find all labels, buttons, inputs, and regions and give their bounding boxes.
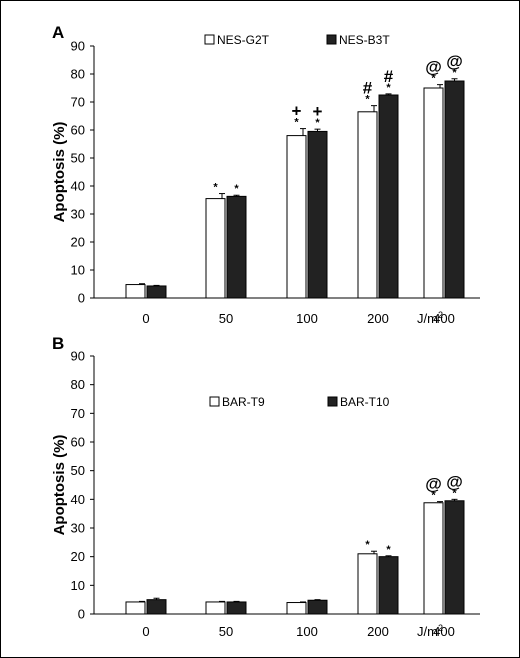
pb-y-tick-label: 70 (71, 406, 85, 421)
pa-x-unit-exponent: 2 (438, 310, 443, 320)
pa-significance-star: * (431, 73, 436, 85)
pb-bar-bar-t9 (286, 602, 307, 615)
pb-x-unit-label: J/m2 (417, 623, 443, 639)
pb-y-axis-label: Apoptosis (%) (51, 435, 68, 536)
pa-bar-nes-b3t (378, 94, 399, 299)
pa-y-tick-label: 80 (71, 67, 85, 82)
pa-significance-symbol: + (313, 102, 323, 121)
pa-significance-star: * (213, 182, 218, 194)
pb-legend-label: BAR-T10 (340, 395, 390, 409)
pb-y-tick-label: 30 (71, 521, 85, 536)
pa-significance-star: * (294, 117, 299, 129)
pa-significance-symbol: + (292, 102, 302, 121)
pa-legend-label: NES-G2T (217, 33, 270, 47)
pa-bar-nes-g2t (205, 198, 226, 299)
pb-bar-bar-t9 (357, 553, 378, 615)
pb-y-tick-label: 50 (71, 463, 85, 478)
pb-x-tick-label: 100 (296, 624, 318, 639)
pa-bar-nes-g2t (125, 284, 146, 299)
pa-y-tick-label: 50 (71, 151, 85, 166)
pb-y-tick-label: 20 (71, 549, 85, 564)
pb-significance-symbol: @ (446, 472, 463, 491)
pb-x-tick-label: 400 (433, 624, 455, 639)
pa-legend-label: NES-B3T (339, 33, 390, 47)
pa-y-tick-label: 20 (71, 235, 85, 250)
pb-bar-bar-t9 (125, 601, 146, 615)
pa-y-axis-label: Apoptosis (%) (51, 122, 68, 223)
pb-y-tick-label: 80 (71, 377, 85, 392)
pa-legend-swatch (204, 34, 215, 45)
pb-panel-letter: B (52, 334, 64, 353)
pa-significance-star: * (386, 82, 391, 94)
pa-bar-nes-b3t (307, 130, 328, 299)
pa-panel-letter: A (52, 23, 64, 42)
pa-bar-nes-g2t (423, 87, 444, 299)
pa-significance-star: * (234, 183, 239, 195)
pa-x-tick-label: 100 (296, 311, 318, 326)
pb-y-tick-label: 0 (78, 607, 85, 622)
pa-y-tick-label: 10 (71, 263, 85, 278)
pb-y-tick-label: 90 (71, 349, 85, 364)
pa-bar-nes-g2t (286, 135, 307, 299)
pa-significance-star: * (365, 94, 370, 106)
pb-significance-symbol: @ (425, 475, 442, 494)
pa-significance-symbol: @ (425, 58, 442, 77)
pb-significance-star: * (431, 490, 436, 502)
pa-y-tick-label: 40 (71, 179, 85, 194)
pb-x-tick-label: 50 (219, 624, 233, 639)
pa-x-tick-label: 200 (367, 311, 389, 326)
pa-y-tick-label: 90 (71, 39, 85, 54)
pb-bar-bar-t10 (444, 500, 465, 615)
pb-x-tick-label: 200 (367, 624, 389, 639)
pb-legend-label: BAR-T9 (222, 395, 265, 409)
pb-y-tick-label: 60 (71, 435, 85, 450)
pa-bar-nes-g2t (357, 111, 378, 299)
pb-bar-bar-t10 (307, 599, 328, 615)
pa-x-tick-label: 50 (219, 311, 233, 326)
pb-y-tick-label: 10 (71, 578, 85, 593)
pa-bar-nes-b3t (444, 80, 465, 299)
pa-significance-symbol: @ (446, 52, 463, 71)
pa-y-tick-label: 30 (71, 207, 85, 222)
pb-significance-star: * (386, 544, 391, 556)
pa-significance-star: * (452, 67, 457, 79)
pb-bar-bar-t10 (146, 599, 167, 615)
pb-legend-swatch (327, 396, 338, 407)
pa-bar-nes-b3t (226, 195, 247, 299)
pa-significance-star: * (315, 117, 320, 129)
pa-bar-nes-b3t (146, 285, 167, 299)
pb-bar-bar-t10 (378, 556, 399, 615)
pa-y-tick-label: 60 (71, 123, 85, 138)
pa-y-tick-label: 70 (71, 95, 85, 110)
pb-significance-star: * (452, 487, 457, 499)
pb-y-tick-label: 40 (71, 492, 85, 507)
pa-y-tick-label: 0 (78, 291, 85, 306)
pa-significance-symbol: # (384, 67, 394, 86)
pa-x-tick-label: 0 (142, 311, 149, 326)
pa-significance-symbol: # (363, 79, 373, 98)
pa-legend-swatch (326, 34, 337, 45)
pb-bar-bar-t9 (423, 502, 444, 615)
pb-bar-bar-t9 (205, 601, 226, 615)
pa-x-unit-label: J/m2 (417, 310, 443, 326)
pb-significance-star: * (365, 539, 370, 551)
pb-x-unit-exponent: 2 (438, 623, 443, 633)
pa-x-tick-label: 400 (433, 311, 455, 326)
pb-legend-swatch (209, 396, 220, 407)
pb-bar-bar-t10 (226, 601, 247, 615)
pb-x-tick-label: 0 (142, 624, 149, 639)
